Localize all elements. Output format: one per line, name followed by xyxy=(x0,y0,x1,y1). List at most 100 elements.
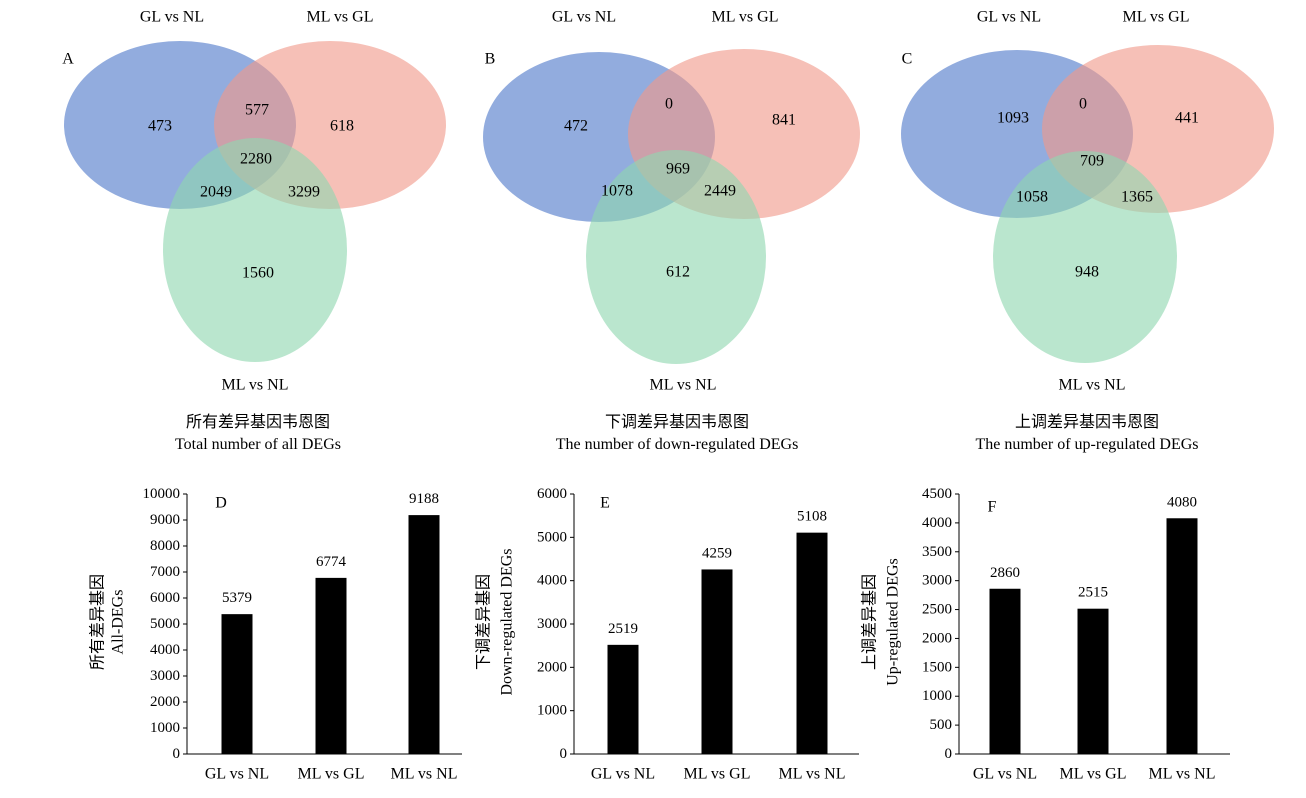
bar-e-data-label: 5108 xyxy=(797,509,827,525)
bar-d-x-tick-label: ML vs NL xyxy=(391,766,458,783)
bar-e-data-label: 2519 xyxy=(608,621,638,637)
bar-e-x-tick-label: GL vs NL xyxy=(591,766,655,783)
bar-e-x-tick-label: ML vs GL xyxy=(684,766,751,783)
bar-f-y-tick-label: 4000 xyxy=(922,515,952,531)
bar-e-y-tick-label: 2000 xyxy=(537,659,567,675)
bar-f-y-tick-label: 1500 xyxy=(922,659,952,675)
venn-b-set-label-gl-vs-nl: GL vs NL xyxy=(552,9,616,26)
venn-a-circle-ml-vs-nl xyxy=(163,138,347,362)
bar-d-bar xyxy=(221,614,253,754)
venn-b-caption: 下调差异基因韦恩图 The number of down-regulated D… xyxy=(502,412,852,456)
bar-d-data-label: 6774 xyxy=(316,554,347,570)
bar-d-y-tick-label: 0 xyxy=(173,746,181,762)
venn-c-subtitle: The number of up-regulated DEGs xyxy=(975,436,1199,453)
bar-f-y-tick-label: 3000 xyxy=(922,573,952,589)
venn-b-set-label-ml-vs-gl: ML vs GL xyxy=(712,9,779,26)
venn-c-region-all-three: 709 xyxy=(1080,153,1104,170)
bar-f-x-tick-label: ML vs NL xyxy=(1149,766,1216,783)
bar-chart-f: 0 500 1000 1500 2000 2500 3000 3500 4000 4500 2860… xyxy=(861,486,1230,783)
bar-d-y-tick-label: 7000 xyxy=(150,564,180,580)
venn-b-region-glvsnl-mlvsnl: 1078 xyxy=(601,183,633,200)
bar-f-y-tick-label: 500 xyxy=(930,717,953,733)
venn-b-region-glvsnl-mlvsgl: 0 xyxy=(665,96,673,113)
venn-c-title: 上调差异基因韦恩图 xyxy=(1014,414,1159,431)
bar-d-y-tick-label: 9000 xyxy=(150,512,180,528)
venn-a-title: 所有差异基因韦恩图 xyxy=(185,414,330,431)
venn-a-region-only-glvsnl: 473 xyxy=(148,118,172,135)
venn-a-set-label-ml-vs-gl: ML vs GL xyxy=(307,9,374,26)
panel-label-b: B xyxy=(485,51,496,68)
venn-c-region-only-mlvsgl: 441 xyxy=(1175,110,1199,127)
bar-e-y-tick-label: 3000 xyxy=(537,616,567,632)
bar-f-data-label: 2860 xyxy=(990,565,1020,581)
bar-f-y-tick-label: 2000 xyxy=(922,630,952,646)
venn-b-region-only-glvsnl: 472 xyxy=(564,118,588,135)
venn-c-region-glvsnl-mlvsnl: 1058 xyxy=(1016,189,1048,206)
venn-b-region-only-mlvsgl: 841 xyxy=(772,112,796,129)
bar-d-x-tick-label: ML vs GL xyxy=(298,766,365,783)
venn-b-subtitle: The number of down-regulated DEGs xyxy=(555,436,799,453)
panel-label-d: D xyxy=(215,495,227,512)
venn-a-region-all-three: 2280 xyxy=(240,151,272,168)
venn-b: B GL vs NL ML vs GL ML vs NL 472 0 841 969 1078 2… xyxy=(483,9,860,394)
bar-d-y-tick-label: 2000 xyxy=(150,694,180,710)
venn-b-region-mlvsgl-mlvsnl: 2449 xyxy=(704,183,736,200)
venn-a-region-glvsnl-mlvsnl: 2049 xyxy=(200,184,232,201)
bar-e-ylabel: Down-regulated DEGs xyxy=(499,548,516,695)
bar-e-y-tick-label: 0 xyxy=(560,746,568,762)
bar-d-y-tick-label: 1000 xyxy=(150,720,180,736)
bar-d-ylabel-cn: 所有差异基因 xyxy=(89,574,107,670)
venn-a-region-mlvsgl-mlvsnl: 3299 xyxy=(288,184,320,201)
bar-f-bar xyxy=(1166,518,1198,754)
panel-label-f: F xyxy=(988,499,997,516)
bar-f-y-tick-label: 4500 xyxy=(922,486,952,502)
bar-e-y-tick-label: 4000 xyxy=(537,573,567,589)
bar-d-data-label: 5379 xyxy=(222,590,252,606)
venn-c-set-label-ml-vs-gl: ML vs GL xyxy=(1123,9,1190,26)
bar-e-y-tick-label: 6000 xyxy=(537,486,567,502)
bar-f-bar xyxy=(989,588,1021,754)
venn-c-region-glvsnl-mlvsgl: 0 xyxy=(1079,96,1087,113)
venn-a-set-label-gl-vs-nl: GL vs NL xyxy=(140,9,204,26)
bar-e-ylabel-cn: 下调差异基因 xyxy=(475,574,493,670)
bar-d-y-tick-label: 4000 xyxy=(150,642,180,658)
bar-d-y-tick-label: 8000 xyxy=(150,538,180,554)
bar-d-data-label: 9188 xyxy=(409,491,439,507)
venn-b-region-only-mlvsnl: 612 xyxy=(666,264,690,281)
bar-f-y-tick-label: 2500 xyxy=(922,602,952,618)
bar-f-ylabel-cn: 上调差异基因 xyxy=(861,574,879,670)
bar-f-ylabel: Up-regulated DEGs xyxy=(885,558,902,686)
bar-e-y-tick-label: 5000 xyxy=(537,529,567,545)
venn-a-caption: 所有差异基因韦恩图 Total number of all DEGs xyxy=(108,412,408,456)
venn-c-set-label-ml-vs-nl: ML vs NL xyxy=(1059,377,1126,394)
venn-c-region-only-mlvsnl: 948 xyxy=(1075,264,1099,281)
bar-f-bar xyxy=(1077,608,1109,754)
venn-a-subtitle: Total number of all DEGs xyxy=(175,436,341,453)
bar-e-bar xyxy=(796,532,828,754)
venn-b-title: 下调差异基因韦恩图 xyxy=(604,414,749,431)
bar-d-x-tick-label: GL vs NL xyxy=(205,766,269,783)
venn-c-caption: 上调差异基因韦恩图 The number of up-regulated DEG… xyxy=(922,412,1252,456)
venn-a-region-only-mlvsnl: 1560 xyxy=(242,265,274,282)
bar-chart-d: 0 1000 2000 3000 4000 5000 6000 7000 8000 9000 100… xyxy=(89,486,462,783)
bar-f-y-tick-label: 0 xyxy=(945,746,953,762)
bar-d-y-tick-label: 5000 xyxy=(150,616,180,632)
bar-e-data-label: 4259 xyxy=(702,545,732,561)
venn-a-region-glvsnl-mlvsgl: 577 xyxy=(245,102,269,119)
bar-d-y-tick-label: 10000 xyxy=(143,486,181,502)
venn-a-region-only-mlvsgl: 618 xyxy=(330,118,354,135)
bar-e-x-tick-label: ML vs NL xyxy=(779,766,846,783)
bar-d-y-tick-label: 6000 xyxy=(150,590,180,606)
bar-d-ylabel: All-DEGs xyxy=(110,590,127,655)
bar-e-bar xyxy=(607,644,639,754)
bar-d-y-tick-label: 3000 xyxy=(150,668,180,684)
venn-c-set-label-gl-vs-nl: GL vs NL xyxy=(977,9,1041,26)
venn-a: A GL vs NL ML vs GL ML vs NL 473 577 618 2280 20… xyxy=(62,9,446,394)
bar-d-bar xyxy=(315,577,347,754)
bar-f-x-tick-label: GL vs NL xyxy=(973,766,1037,783)
venn-c: C GL vs NL ML vs GL ML vs NL 1093 0 441 709 1058… xyxy=(901,9,1274,394)
bar-f-data-label: 2515 xyxy=(1078,585,1108,601)
bar-chart-e: 0 1000 2000 3000 4000 5000 6000 2519 GL vs NL 425… xyxy=(475,486,859,783)
venn-c-region-only-glvsnl: 1093 xyxy=(997,110,1029,127)
